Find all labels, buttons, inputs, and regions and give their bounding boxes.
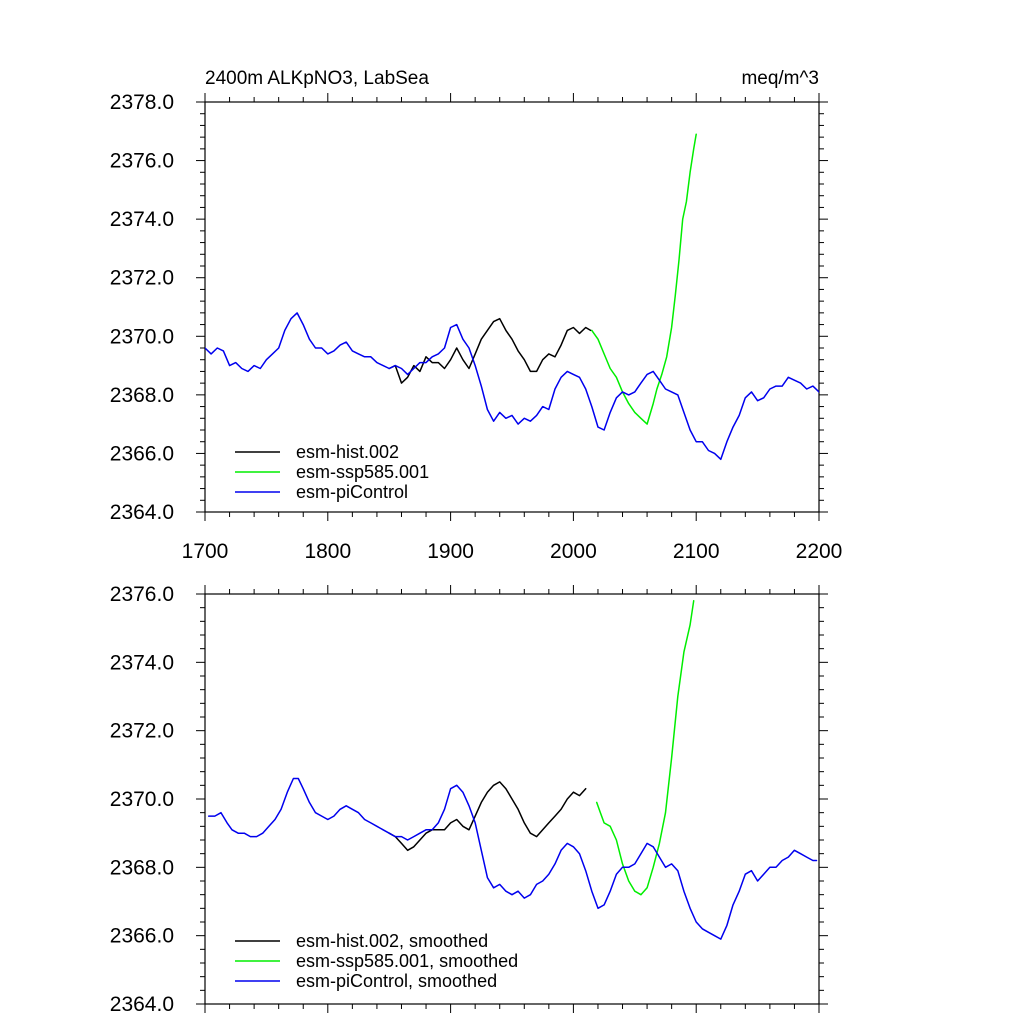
y-tick-label: 2366.0 xyxy=(110,442,174,465)
y-tick-label: 2374.0 xyxy=(110,651,174,674)
legend-label: esm-hist.002 xyxy=(296,442,399,462)
legend-label: esm-ssp585.001 xyxy=(296,462,429,482)
series-lines xyxy=(205,133,819,461)
y-tick-label: 2368.0 xyxy=(110,384,174,407)
legend-label: esm-hist.002, smoothed xyxy=(296,931,488,951)
chart-panel-2: 2364.0 2366.0 2368.0 2370.0 2372.0 2374.0 2376… xyxy=(110,583,828,1016)
y-tick-label: 2370.0 xyxy=(110,325,174,348)
y-tick-label: 2368.0 xyxy=(110,856,174,879)
series-lines xyxy=(207,600,818,940)
x-tick-label: 2100 xyxy=(673,540,720,563)
plot-frame xyxy=(204,101,820,513)
series-line-hist xyxy=(388,781,587,852)
chart-title: 2400m ALKpNO3, LabSea xyxy=(205,68,429,89)
chart-panel-1: 2364.0 2366.0 2368.0 2370.0 2372.0 2374.0 2376… xyxy=(110,68,843,563)
y-tick-label: 2374.0 xyxy=(110,208,174,231)
legend-label: esm-piControl, smoothed xyxy=(296,971,497,991)
series-line-ssp xyxy=(595,600,695,896)
series-line-ssp xyxy=(591,133,697,425)
y-tick-label: 2364.0 xyxy=(110,993,174,1016)
x-tick-label: 1700 xyxy=(182,540,229,563)
x-tick-label: 2200 xyxy=(796,540,843,563)
legend-label: esm-piControl xyxy=(296,482,408,502)
y-tick-label: 2372.0 xyxy=(110,267,174,290)
series-line-pi xyxy=(205,312,819,461)
y-tick-label: 2364.0 xyxy=(110,501,174,524)
series-line-pi xyxy=(207,777,818,940)
legend-label: esm-ssp585.001, smoothed xyxy=(296,951,518,971)
x-tick-label: 1800 xyxy=(304,540,351,563)
x-tick-label: 2000 xyxy=(550,540,597,563)
y-tick-label: 2378.0 xyxy=(110,91,174,114)
y-tick-label: 2366.0 xyxy=(110,925,174,948)
y-tick-label: 2372.0 xyxy=(110,720,174,743)
chart-units: meq/m^3 xyxy=(741,68,819,89)
x-tick-label: 1900 xyxy=(427,540,474,563)
y-tick-label: 2370.0 xyxy=(110,788,174,811)
series-line-hist xyxy=(388,317,592,384)
y-tick-label: 2376.0 xyxy=(110,583,174,606)
y-tick-label: 2376.0 xyxy=(110,150,174,173)
